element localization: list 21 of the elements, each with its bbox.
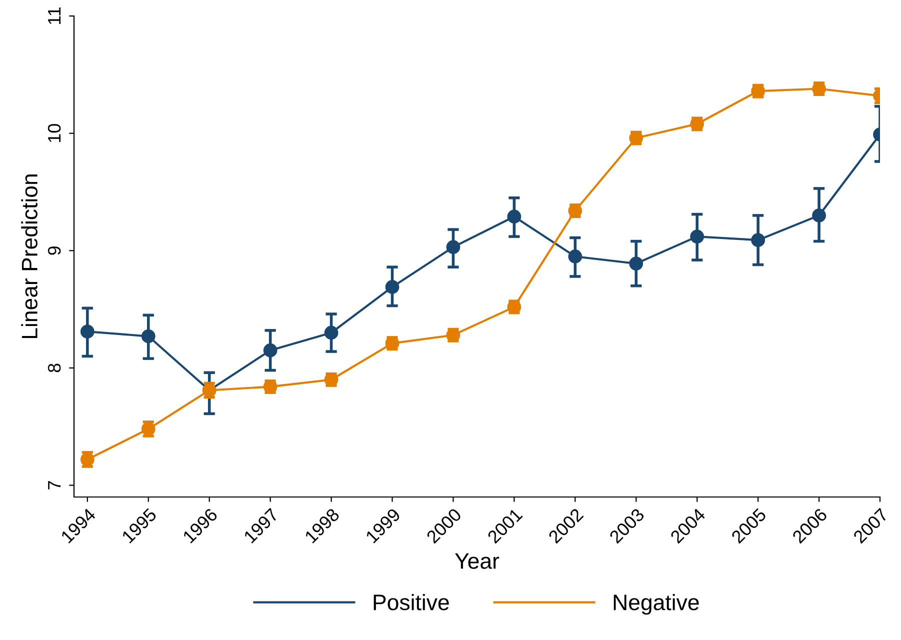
- x-axis-title: Year: [455, 553, 500, 569]
- point: [324, 326, 338, 340]
- y-tick-label: 11: [48, 8, 61, 24]
- point: [141, 329, 156, 344]
- point: [812, 208, 826, 222]
- y-tick-label: 7: [48, 481, 61, 490]
- point: [568, 250, 582, 264]
- legend-label: Positive: [374, 594, 449, 610]
- y-tick-label: 10: [48, 124, 61, 142]
- point: [629, 256, 644, 270]
- point: [507, 210, 522, 224]
- point: [263, 343, 278, 358]
- legend-label: Negative: [614, 594, 699, 615]
- y-tick-label: 9: [48, 246, 61, 255]
- point: [385, 280, 400, 294]
- y-axis-title: Linear Prediction: [21, 174, 38, 338]
- point: [690, 230, 704, 244]
- y-tick-label: 8: [48, 364, 61, 372]
- point: [751, 233, 766, 248]
- point: [446, 240, 460, 254]
- point: [80, 324, 94, 339]
